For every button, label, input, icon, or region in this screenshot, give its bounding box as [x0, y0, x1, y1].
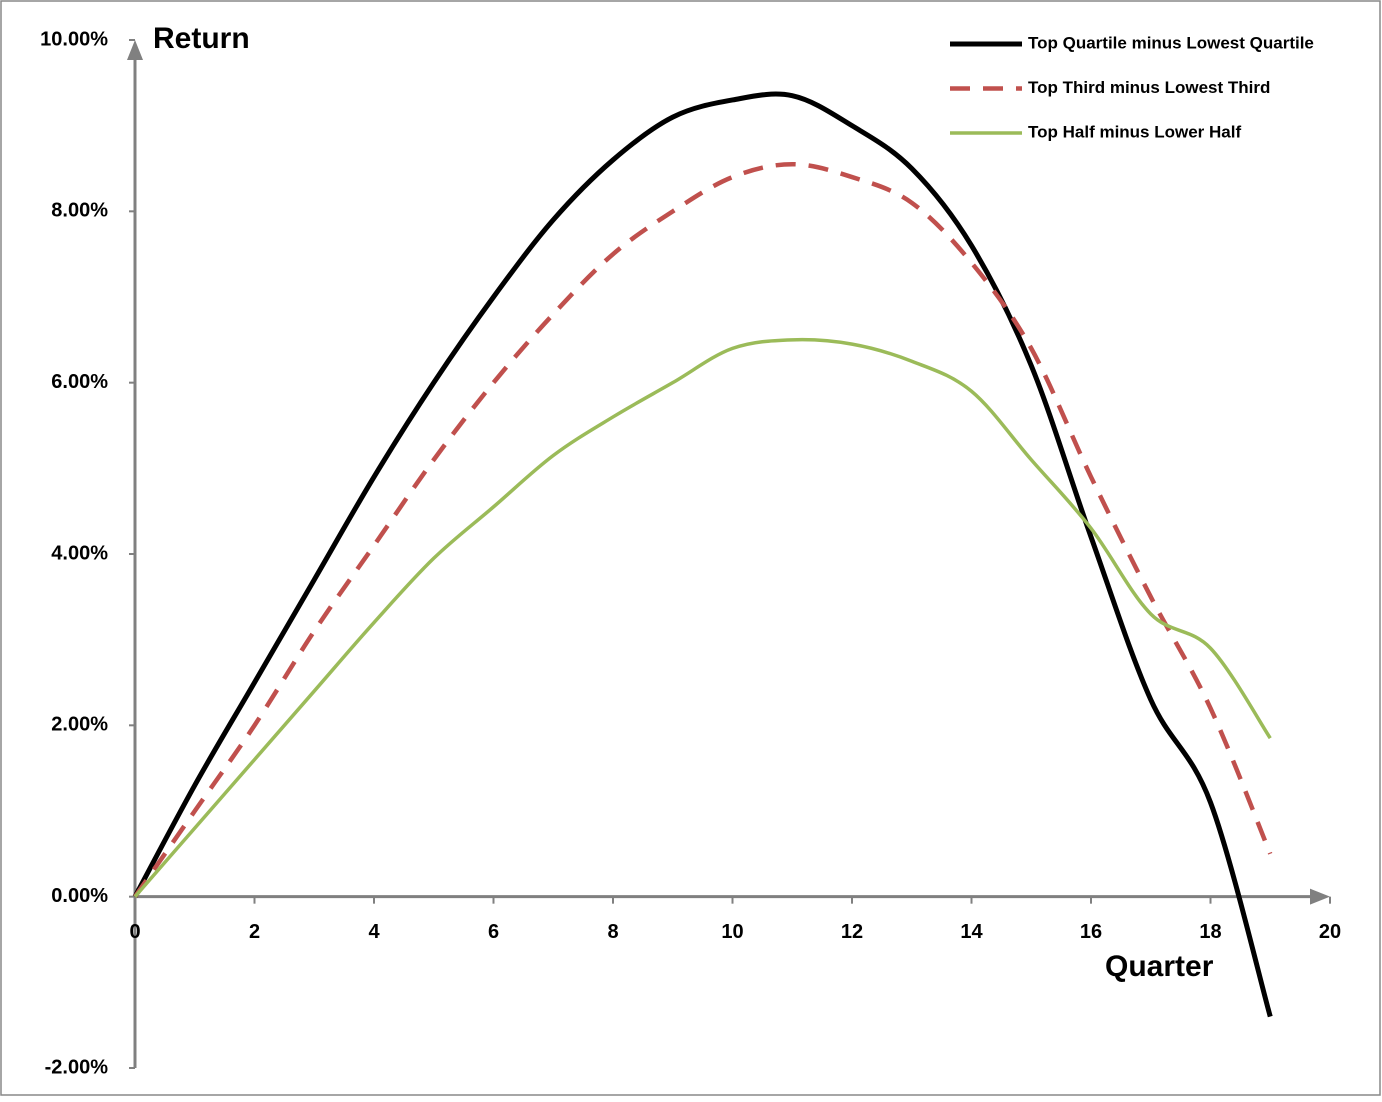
y-tick-label: 2.00%	[51, 714, 108, 736]
y-axis-arrow	[127, 40, 143, 60]
series-line	[132, 91, 1273, 1018]
legend-label: Top Quartile minus Lowest Quartile	[1028, 33, 1314, 52]
x-tick-label: 16	[1080, 921, 1102, 943]
x-tick-label: 4	[368, 921, 380, 943]
legend-label: Top Half minus Lower Half	[1028, 122, 1241, 141]
x-tick-label: 10	[721, 921, 743, 943]
y-tick-label: 4.00%	[51, 542, 108, 564]
series-line	[133, 337, 1272, 898]
x-tick-label: 2	[249, 921, 260, 943]
y-tick-label: 8.00%	[51, 200, 108, 222]
y-tick-label: 0.00%	[51, 885, 108, 907]
y-tick-label: 6.00%	[51, 371, 108, 393]
x-tick-label: 20	[1319, 921, 1341, 943]
x-tick-label: 8	[607, 921, 618, 943]
y-tick-label: 10.00%	[40, 28, 108, 50]
series-line	[133, 161, 1273, 898]
x-axis-title: Quarter	[1105, 950, 1214, 983]
y-axis-title: Return	[153, 22, 250, 55]
y-tick-label: -2.00%	[45, 1056, 109, 1078]
x-tick-label: 6	[488, 921, 499, 943]
x-tick-label: 18	[1199, 921, 1221, 943]
legend-label: Top Third minus Lowest Third	[1028, 78, 1270, 97]
x-axis-arrow	[1310, 888, 1330, 905]
x-tick-label: 12	[841, 921, 863, 943]
x-tick-label: 14	[960, 921, 983, 943]
x-tick-label: 0	[129, 921, 140, 943]
